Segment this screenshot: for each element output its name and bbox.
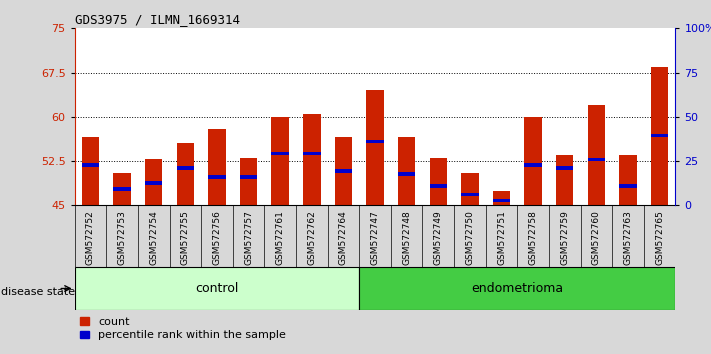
Bar [208,175,225,179]
Bar [176,143,194,205]
Bar [272,117,289,205]
Text: GSM572760: GSM572760 [592,210,601,265]
Bar [398,137,415,205]
Text: GSM572750: GSM572750 [466,210,474,265]
Text: GSM572764: GSM572764 [339,210,348,265]
Bar [145,159,162,205]
Text: GDS3975 / ILMN_1669314: GDS3975 / ILMN_1669314 [75,13,240,26]
Text: GSM572754: GSM572754 [149,210,159,265]
Bar [208,129,225,205]
Bar [493,199,510,202]
Text: GSM572747: GSM572747 [370,210,380,265]
Bar [429,158,447,205]
Bar [461,173,479,205]
Bar [525,164,542,167]
Bar [556,166,574,170]
Bar [240,158,257,205]
Bar [176,166,194,170]
Text: disease state: disease state [1,287,75,297]
Bar [493,190,510,205]
Bar [429,184,447,188]
Bar [113,173,131,205]
Bar [556,155,574,205]
Bar [82,164,99,167]
Bar [398,172,415,176]
Text: GSM572759: GSM572759 [560,210,570,265]
Legend: count, percentile rank within the sample: count, percentile rank within the sample [80,317,286,341]
Text: GSM572758: GSM572758 [529,210,538,265]
Bar [588,158,605,161]
Text: GSM572757: GSM572757 [244,210,253,265]
Bar [366,140,384,143]
Bar [619,184,637,188]
Text: endometrioma: endometrioma [471,282,563,295]
Bar [272,152,289,155]
Text: GSM572765: GSM572765 [655,210,664,265]
Bar [461,193,479,196]
Text: GSM572753: GSM572753 [117,210,127,265]
Bar [359,267,675,310]
Bar [75,267,359,310]
Bar [619,155,637,205]
Bar [651,134,668,137]
Text: GSM572751: GSM572751 [497,210,506,265]
Bar [335,137,352,205]
Bar [335,169,352,173]
Bar [82,137,99,205]
Text: GSM572763: GSM572763 [624,210,633,265]
Text: GSM572752: GSM572752 [86,210,95,265]
Text: GSM572761: GSM572761 [276,210,284,265]
Text: GSM572748: GSM572748 [402,210,411,265]
Text: control: control [196,282,239,295]
Bar [303,114,321,205]
Text: GSM572755: GSM572755 [181,210,190,265]
Bar [240,175,257,179]
Bar [525,117,542,205]
Bar [588,105,605,205]
Bar [366,90,384,205]
Bar [113,187,131,190]
Bar [145,181,162,185]
Text: GSM572762: GSM572762 [307,210,316,265]
Text: GSM572756: GSM572756 [213,210,221,265]
Text: GSM572749: GSM572749 [434,210,443,265]
Bar [303,152,321,155]
Bar [651,67,668,205]
